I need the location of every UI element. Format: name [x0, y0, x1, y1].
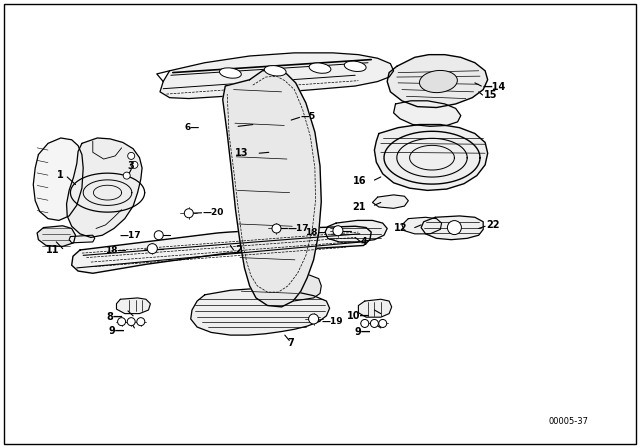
Text: 21: 21 — [353, 202, 366, 212]
Text: 9—: 9— — [108, 326, 125, 336]
Polygon shape — [191, 289, 330, 335]
Circle shape — [361, 319, 369, 327]
Polygon shape — [394, 101, 461, 126]
Text: 15: 15 — [484, 90, 497, 100]
Ellipse shape — [309, 63, 331, 73]
Polygon shape — [358, 299, 392, 317]
Text: 10—: 10— — [347, 311, 370, 321]
Circle shape — [308, 314, 319, 324]
Polygon shape — [372, 195, 408, 208]
Polygon shape — [69, 235, 95, 243]
Polygon shape — [160, 53, 394, 99]
Ellipse shape — [419, 70, 458, 93]
Circle shape — [333, 226, 343, 236]
Text: 13: 13 — [235, 148, 248, 158]
Text: 3: 3 — [128, 161, 134, 171]
Polygon shape — [67, 138, 142, 237]
Circle shape — [118, 318, 125, 326]
Circle shape — [137, 318, 145, 326]
Polygon shape — [256, 272, 321, 301]
Text: 6—: 6— — [184, 123, 200, 132]
Circle shape — [147, 244, 157, 254]
Text: 18—: 18— — [305, 228, 326, 237]
Text: 4: 4 — [361, 237, 368, 247]
Text: 7: 7 — [288, 338, 294, 348]
Text: 16: 16 — [353, 177, 366, 186]
Text: 00005-37: 00005-37 — [549, 417, 589, 426]
Polygon shape — [402, 217, 442, 234]
Circle shape — [131, 161, 138, 168]
Text: —14: —14 — [483, 82, 506, 92]
Polygon shape — [387, 55, 488, 108]
Circle shape — [124, 172, 130, 179]
Circle shape — [272, 224, 281, 233]
Text: —5: —5 — [300, 112, 316, 121]
Ellipse shape — [220, 68, 241, 78]
Text: —19: —19 — [321, 317, 343, 326]
Circle shape — [371, 319, 378, 327]
Text: —17: —17 — [119, 231, 141, 240]
Text: 8—: 8— — [106, 312, 123, 322]
Text: 22: 22 — [486, 220, 500, 230]
Polygon shape — [374, 125, 488, 190]
Text: 2: 2 — [236, 245, 243, 255]
Polygon shape — [37, 226, 76, 246]
Text: —20: —20 — [202, 208, 223, 217]
Text: —17: —17 — [287, 224, 309, 233]
Circle shape — [127, 318, 135, 326]
Circle shape — [447, 220, 461, 235]
Text: 11: 11 — [45, 245, 60, 255]
Polygon shape — [223, 69, 321, 307]
Polygon shape — [421, 216, 483, 240]
Text: 1: 1 — [58, 170, 64, 180]
Text: 9—: 9— — [355, 327, 371, 336]
Polygon shape — [72, 226, 371, 273]
Polygon shape — [116, 298, 150, 314]
Polygon shape — [325, 220, 387, 242]
Circle shape — [154, 231, 163, 240]
Text: 18—: 18— — [105, 246, 127, 255]
Polygon shape — [33, 138, 83, 220]
Ellipse shape — [344, 61, 366, 72]
Ellipse shape — [264, 65, 286, 76]
Text: 12: 12 — [394, 224, 407, 233]
Circle shape — [379, 319, 387, 327]
Circle shape — [128, 152, 134, 159]
Circle shape — [184, 209, 193, 218]
